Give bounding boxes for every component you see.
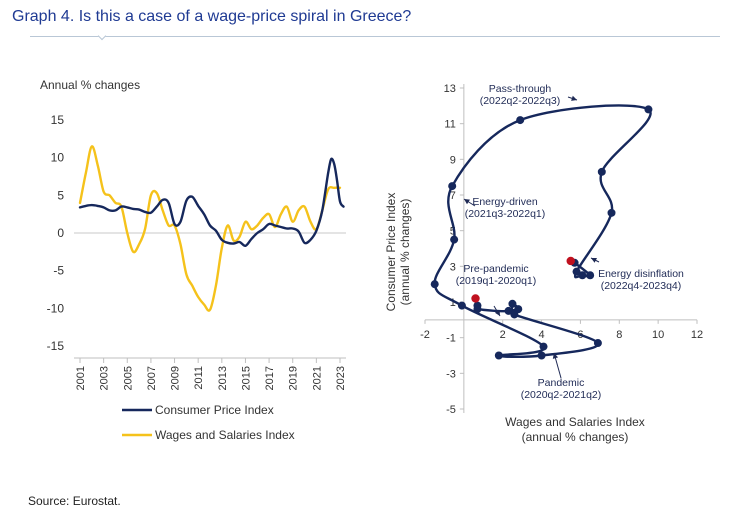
page-title: Graph 4. Is this a case of a wage-price … bbox=[12, 8, 412, 25]
y-axis-title: Consumer Price Index bbox=[384, 193, 398, 312]
series-line-wages-and-salaries-index bbox=[78, 145, 342, 312]
x-axis-title: Wages and Salaries Index bbox=[505, 415, 645, 429]
annotation-pandemic-label: Pandemic bbox=[538, 377, 585, 389]
title-divider bbox=[30, 36, 720, 37]
annotation-energy-disinflation-label: Energy disinflation bbox=[598, 268, 684, 280]
annotation-arrowhead-energy-disinflation bbox=[591, 258, 597, 263]
x-tick-label: 2003 bbox=[99, 366, 111, 390]
annotation-pass-through-period: (2022q2-2022q3) bbox=[480, 95, 561, 107]
data-point bbox=[508, 299, 517, 308]
data-point bbox=[607, 208, 616, 217]
y-axis-label: Annual % changes bbox=[40, 78, 140, 92]
annotation-arrowhead-pre-pandemic bbox=[494, 310, 500, 316]
x-tick-label: 4 bbox=[539, 329, 545, 341]
y-axis-subtitle: (annual % changes) bbox=[398, 199, 412, 306]
highlight-point bbox=[566, 256, 575, 266]
x-tick-label: 2001 bbox=[75, 366, 87, 390]
y-tick-label: 13 bbox=[444, 83, 456, 95]
x-tick-label: 2009 bbox=[170, 366, 182, 390]
x-tick-label: 2 bbox=[500, 329, 506, 341]
data-point bbox=[586, 271, 595, 280]
annotation-arrowhead-energy-driven bbox=[464, 199, 470, 205]
annotation-pandemic-period: (2020q2-2021q2) bbox=[521, 389, 602, 401]
data-point bbox=[593, 339, 602, 348]
data-point bbox=[597, 167, 606, 176]
y-tick-label: 7 bbox=[450, 190, 456, 202]
y-tick-label: 10 bbox=[51, 151, 65, 165]
x-axis-subtitle: (annual % changes) bbox=[522, 430, 629, 444]
x-tick-label: 12 bbox=[691, 329, 703, 341]
legend-label-wages-and-salaries-index: Wages and Salaries Index bbox=[155, 428, 295, 442]
x-tick-label: 2013 bbox=[217, 366, 229, 390]
y-tick-label: 9 bbox=[450, 154, 456, 166]
data-point bbox=[448, 182, 457, 191]
data-point bbox=[473, 305, 482, 314]
source-note: Source: Eurostat. bbox=[28, 494, 121, 508]
annotation-energy-driven-label: Energy-driven bbox=[472, 196, 538, 208]
data-point bbox=[457, 301, 466, 310]
y-tick-label: 5 bbox=[57, 188, 64, 202]
x-tick-label: 2007 bbox=[146, 366, 158, 390]
x-tick-label: 10 bbox=[652, 329, 664, 341]
x-tick-label: -2 bbox=[420, 329, 430, 341]
data-point bbox=[516, 116, 525, 125]
annotation-pre-pandemic-label: Pre-pandemic bbox=[463, 263, 528, 275]
x-tick-label: 2005 bbox=[122, 366, 134, 390]
data-point bbox=[537, 351, 546, 360]
annotation-energy-disinflation-period: (2022q4-2023q4) bbox=[601, 280, 682, 292]
data-point bbox=[430, 280, 439, 289]
data-point bbox=[510, 310, 519, 319]
y-tick-label: -5 bbox=[446, 404, 456, 416]
x-tick-label: 2017 bbox=[264, 366, 276, 390]
y-tick-label: -15 bbox=[47, 339, 65, 353]
y-tick-label: 3 bbox=[450, 261, 456, 273]
annotation-pre-pandemic-period: (2019q1-2020q1) bbox=[456, 275, 537, 287]
y-tick-label: -10 bbox=[47, 301, 65, 315]
data-point bbox=[578, 271, 587, 280]
annotation-arrowhead-pass-through bbox=[571, 95, 577, 101]
data-point bbox=[572, 267, 581, 276]
y-tick-label: -1 bbox=[446, 333, 456, 345]
x-tick-label: 2019 bbox=[288, 366, 300, 390]
highlight-point bbox=[471, 294, 480, 303]
y-tick-label: 0 bbox=[57, 226, 64, 240]
annotation-pass-through-label: Pass-through bbox=[489, 83, 552, 95]
legend-label-consumer-price-index: Consumer Price Index bbox=[155, 403, 274, 417]
data-point bbox=[644, 105, 653, 114]
x-tick-label: 2021 bbox=[311, 366, 323, 390]
data-point bbox=[494, 351, 503, 360]
data-point bbox=[539, 342, 548, 351]
trajectory-line bbox=[433, 104, 652, 359]
y-tick-label: 15 bbox=[51, 113, 65, 127]
x-tick-label: 2023 bbox=[335, 366, 347, 390]
x-tick-label: 2011 bbox=[193, 366, 205, 390]
x-tick-label: 8 bbox=[616, 329, 622, 341]
y-tick-label: 5 bbox=[450, 226, 456, 238]
y-tick-label: 1 bbox=[450, 297, 456, 309]
y-tick-label: -3 bbox=[446, 368, 456, 380]
annotation-arrowhead-pandemic bbox=[552, 353, 559, 359]
y-tick-label: -5 bbox=[53, 264, 64, 278]
data-point bbox=[504, 306, 513, 315]
x-tick-label: 2015 bbox=[240, 366, 252, 390]
data-point bbox=[450, 235, 459, 244]
annotation-energy-driven-period: (2021q3-2022q1) bbox=[465, 208, 546, 220]
series-line-consumer-price-index bbox=[78, 157, 345, 248]
y-tick-label: 11 bbox=[444, 119, 455, 131]
